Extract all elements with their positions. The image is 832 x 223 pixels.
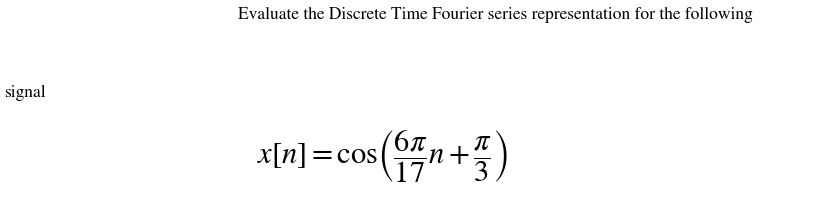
Text: Evaluate the Discrete Time Fourier series representation for the following: Evaluate the Discrete Time Fourier serie… bbox=[238, 7, 752, 23]
Text: signal: signal bbox=[4, 85, 46, 101]
Text: $x[n]=\cos\!\left(\dfrac{6\pi}{17}n+\dfrac{\pi}{3}\right)$: $x[n]=\cos\!\left(\dfrac{6\pi}{17}n+\dfr… bbox=[257, 127, 508, 185]
